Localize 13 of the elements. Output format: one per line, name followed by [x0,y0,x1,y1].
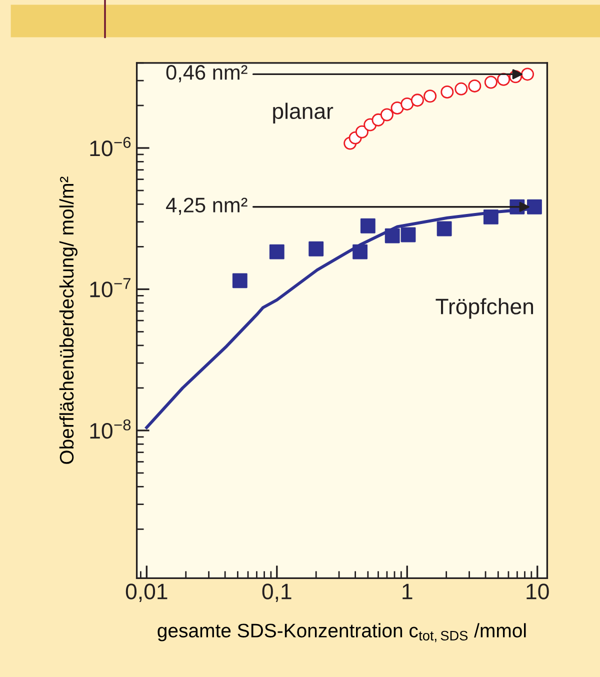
x-axis-title: gesamte SDS-Konzentration c$_{tot,SDS}$ /mmol [158,623,526,642]
y-axis-title: Oberflächenüberdeckung/ mol/m² [59,176,78,464]
y-tick-label: 10$^{−7}$ [90,278,130,298]
text: Tröpfchen [436,298,534,319]
x-tick-label: 1 [402,584,412,600]
x-tick-label: 0,1 [262,584,292,602]
y-tick-label: 10$^{−8}$ [90,419,131,439]
y-tick-label: 10$^{−6}$ [90,136,131,156]
series-label: planar [273,102,334,124]
x-tick-label: 10 [526,584,549,600]
annotation: 0,46 nm² [166,65,248,82]
annotation: 4,25 nm² [166,198,248,215]
x-tick-label: 0,01 [126,584,168,602]
